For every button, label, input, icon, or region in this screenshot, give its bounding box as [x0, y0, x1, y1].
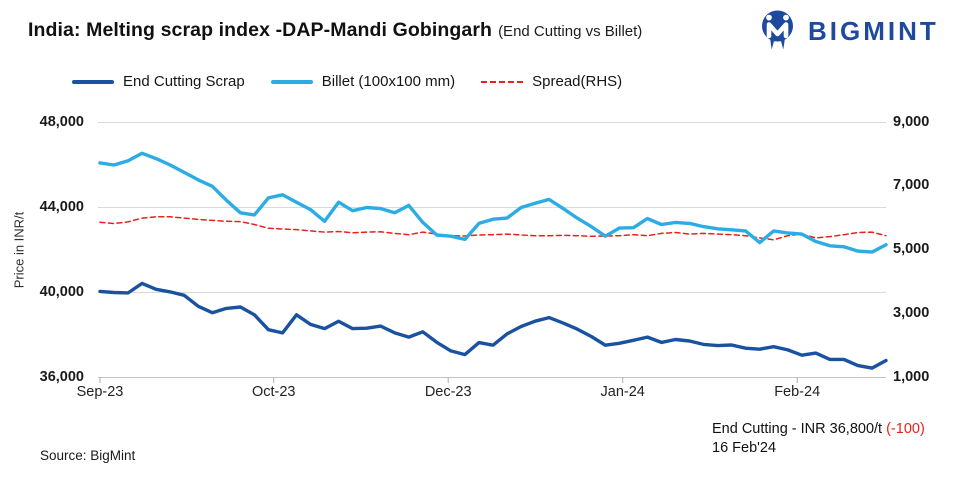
legend-swatch-billet: [270, 79, 313, 84]
page-title-sub: (End Cutting vs Billet): [498, 23, 643, 40]
annotation-price-line: End Cutting - INR 36,800/t (-100): [712, 420, 925, 439]
bigmint-logo-icon: [762, 10, 793, 50]
latest-price-annotation: End Cutting - INR 36,800/t (-100) 16 Feb…: [712, 420, 925, 458]
series-line-billet: [98, 151, 888, 254]
legend-item-spread-rhs: Spread(RHS): [481, 73, 622, 90]
legend-swatch-end-cutting-scrap: [72, 79, 114, 84]
legend-item-end-cutting-scrap: End Cutting Scrap: [72, 73, 245, 90]
x-axis-tick-label: Jan-24: [600, 384, 645, 400]
y-axis-left-tick-label: 40,000: [39, 283, 84, 300]
y-axis-right-tick-label: 5,000: [893, 241, 930, 257]
bigmint-logo: BIGMINT: [756, 8, 939, 54]
x-axis-tick-label: Oct-23: [251, 384, 296, 400]
annotation-change-value: (-100): [886, 421, 925, 437]
page-title: India: Melting scrap index -DAP-Mandi Go…: [28, 19, 642, 42]
x-axis-tick-label: Feb-24: [774, 384, 821, 400]
chart-legend: End Cutting Scrap Billet (100x100 mm) Spre…: [72, 73, 622, 90]
y-axis-right-tick-label: 3,000: [893, 304, 930, 321]
legend-item-billet: Billet (100x100 mm): [270, 73, 456, 90]
series-line-end-cutting-scrap: [98, 281, 888, 370]
page-title-main: India: Melting scrap index -DAP-Mandi Go…: [28, 19, 493, 41]
legend-label-billet: Billet (100x100 mm): [321, 73, 456, 90]
y-axis-left-tick-label: 44,000: [39, 198, 84, 215]
bigmint-wordmark: BIGMINT: [808, 15, 939, 46]
y-axis-right-tick-label: 9,000: [893, 113, 930, 130]
y-axis-right-tick-label: 7,000: [893, 177, 930, 194]
legend-swatch-spread-rhs: [481, 80, 524, 83]
legend-label-spread-rhs: Spread(RHS): [532, 73, 623, 90]
x-axis-tick-label: Sep-23: [76, 384, 124, 400]
y-axis-left-tick-label: 36,000: [39, 368, 84, 385]
source-note: Source: BigMint: [40, 448, 136, 463]
annotation-date: 16 Feb'24: [712, 440, 777, 456]
y-axis-left-tick-label: 48,000: [39, 113, 84, 130]
legend-label-end-cutting-scrap: End Cutting Scrap: [123, 73, 245, 90]
y-axis-right-tick-label: 1,000: [893, 368, 930, 385]
annotation-price-text: End Cutting - INR 36,800/t: [712, 421, 887, 437]
x-axis-tick-label: Dec-23: [424, 384, 472, 400]
